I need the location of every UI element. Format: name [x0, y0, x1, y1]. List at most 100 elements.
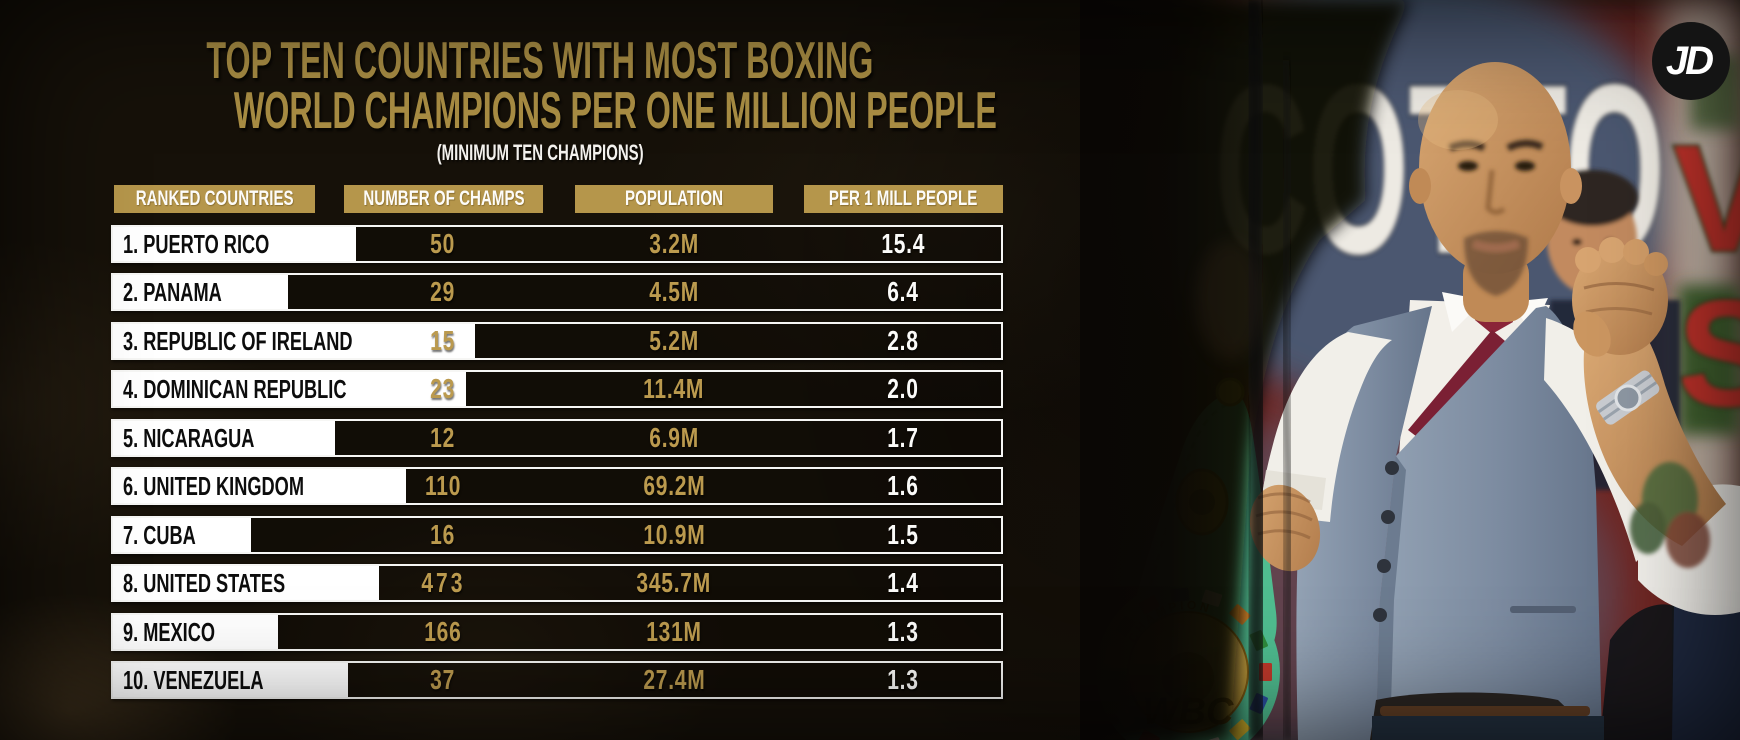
- per-mill-value-text: 1.7: [887, 422, 919, 453]
- jd-logo-text: JD: [1665, 38, 1714, 83]
- column-header-text: NUMBER OF CHAMPS: [362, 187, 525, 210]
- per-mill-value: 2.0: [818, 372, 988, 406]
- table-row: 6. UNITED KINGDOM 110 69.2M 1.6: [111, 467, 1003, 505]
- per-mill-value: 6.4: [818, 275, 988, 309]
- country-label: 4. DOMINICAN REPUBLIC: [113, 372, 467, 406]
- champs-value-text: 37: [430, 664, 456, 695]
- country-label-text: 8. UNITED STATES: [123, 567, 286, 598]
- page-title-line1: TOP TEN COUNTRIES WITH MOST BOXING: [0, 35, 1080, 87]
- per-mill-value-text: 1.5: [887, 519, 919, 550]
- boxer-head: [1409, 62, 1582, 322]
- vest-button: [1381, 510, 1395, 524]
- champs-value: 12: [358, 421, 528, 455]
- poster-v-letter: V: [1674, 114, 1740, 282]
- champs-value: 50: [358, 227, 528, 261]
- tattoo: [1630, 462, 1710, 568]
- face-features: [1448, 139, 1544, 296]
- per-mill-value-text: 15.4: [881, 228, 925, 259]
- shadow-face-hint: [1196, 240, 1264, 360]
- champs-value: 37: [358, 663, 528, 697]
- right-arm: [1544, 237, 1740, 616]
- population-value-text: 69.2M: [642, 470, 706, 501]
- table-row: 1. PUERTO RICO 50 3.2M 15.4: [111, 225, 1003, 263]
- country-label: 7. CUBA: [113, 518, 252, 552]
- column-header-text: PER 1 MILL PEOPLE: [829, 187, 978, 210]
- per-mill-value: 1.6: [818, 469, 988, 503]
- boxer-photo: COTTO V S: [1080, 0, 1740, 740]
- champs-value-text: 473: [420, 567, 466, 598]
- table-row: 3. REPUBLIC OF IRELAND 15 5.2M 2.8: [111, 322, 1003, 360]
- population-value: 4.5M: [589, 275, 759, 309]
- knuckle: [1575, 247, 1601, 273]
- population-value-text: 5.2M: [649, 325, 699, 356]
- eye-left: [1458, 161, 1478, 171]
- country-label: 5. NICARAGUA: [113, 421, 335, 455]
- per-mill-value-text: 1.3: [887, 664, 919, 695]
- population-value: 345.7M: [589, 566, 759, 600]
- boxer-photo-svg: COTTO V S: [1080, 0, 1740, 740]
- population-value-text: 27.4M: [642, 664, 706, 695]
- per-mill-value-text: 1.4: [887, 567, 919, 598]
- population-value-text: 11.4M: [643, 373, 705, 404]
- per-mill-value: 1.3: [818, 615, 988, 649]
- subtitle: (MINIMUM TEN CHAMPIONS): [0, 140, 1080, 166]
- population-value: 11.4M: [589, 372, 759, 406]
- country-label: 2. PANAMA: [113, 275, 289, 309]
- vest-button: [1385, 461, 1399, 475]
- country-label-text: 1. PUERTO RICO: [123, 228, 270, 259]
- champs-value: 16: [358, 518, 528, 552]
- vest-button: [1373, 608, 1387, 622]
- per-mill-value-text: 1.3: [887, 616, 919, 647]
- population-value-text: 4.5M: [649, 276, 699, 307]
- knuckle: [1599, 237, 1625, 263]
- champs-value-text: 12: [430, 422, 456, 453]
- population-value-text: 131M: [646, 616, 702, 647]
- per-mill-value-text: 6.4: [887, 276, 919, 307]
- champs-value-text: 16: [430, 519, 456, 550]
- country-label: 9. MEXICO: [113, 615, 279, 649]
- table-row: 5. NICARAGUA 12 6.9M 1.7: [111, 419, 1003, 457]
- vest-seam: [1376, 456, 1406, 740]
- poster-s-letter: S: [1678, 269, 1740, 437]
- champs-value: 473: [358, 566, 528, 600]
- table-row: 8. UNITED STATES 473 345.7M 1.4: [111, 564, 1003, 602]
- champs-value-text: 15: [430, 325, 456, 356]
- country-label-text: 4. DOMINICAN REPUBLIC: [123, 373, 347, 404]
- population-value: 5.2M: [589, 324, 759, 358]
- table-row: 10. VENEZUELA 37 27.4M 1.3: [111, 661, 1003, 699]
- per-mill-value: 1.7: [818, 421, 988, 455]
- lips: [1472, 240, 1520, 252]
- country-label: 1. PUERTO RICO: [113, 227, 357, 261]
- population-value-text: 10.9M: [642, 519, 706, 550]
- champs-value-text: 23: [430, 373, 456, 404]
- column-header-population: POPULATION: [575, 185, 773, 213]
- vest-button: [1377, 559, 1391, 573]
- country-label-text: 6. UNITED KINGDOM: [123, 470, 305, 501]
- champs-value-text: 29: [430, 276, 456, 307]
- champs-value: 110: [358, 469, 528, 503]
- page-title-line2-text: WORLD CHAMPIONS PER ONE MILLION PEOPLE: [233, 82, 997, 140]
- waist: [1370, 692, 1604, 740]
- knuckle: [1644, 252, 1668, 276]
- eye-right: [1515, 161, 1535, 171]
- champs-value: 23: [358, 372, 528, 406]
- champs-value-text: 166: [424, 616, 462, 647]
- per-mill-value: 1.4: [818, 566, 988, 600]
- vest-pocket: [1510, 606, 1576, 613]
- country-label: 3. REPUBLIC OF IRELAND: [113, 324, 475, 358]
- per-mill-value: 2.8: [818, 324, 988, 358]
- table-row: 9. MEXICO 166 131M 1.3: [111, 613, 1003, 651]
- population-value: 3.2M: [589, 227, 759, 261]
- country-label-text: 2. PANAMA: [123, 276, 222, 307]
- column-header-text: POPULATION: [624, 187, 724, 210]
- column-header-text: RANKED COUNTRIES: [135, 187, 294, 210]
- per-mill-value-text: 2.0: [887, 373, 919, 404]
- country-label: 6. UNITED KINGDOM: [113, 469, 406, 503]
- page-title-line2: WORLD CHAMPIONS PER ONE MILLION PEOPLE: [0, 82, 1080, 140]
- trouser-belt: [1380, 706, 1590, 716]
- knuckle: [1623, 239, 1649, 265]
- eyebrow-left: [1448, 140, 1486, 152]
- champs-value: 15: [358, 324, 528, 358]
- per-mill-value-text: 2.8: [887, 325, 919, 356]
